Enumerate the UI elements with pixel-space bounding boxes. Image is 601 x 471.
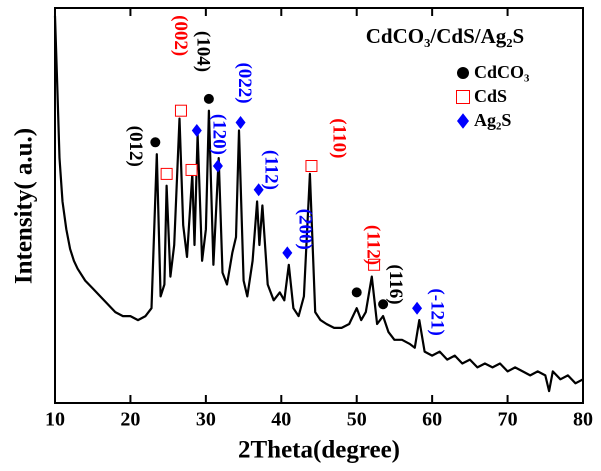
legend-symbol xyxy=(457,67,469,79)
plot-frame xyxy=(54,7,584,404)
x-tick-label: 10 xyxy=(45,409,65,431)
marker xyxy=(185,163,198,176)
marker xyxy=(235,116,246,130)
x-tick-label: 60 xyxy=(422,409,442,431)
marker xyxy=(160,167,173,180)
x-tick-label: 30 xyxy=(196,409,216,431)
legend-label: CdS xyxy=(474,86,507,106)
peak-label: (112) xyxy=(261,150,282,190)
peak-label: (002) xyxy=(170,15,191,56)
peak-label: (012) xyxy=(125,126,146,167)
legend-symbol xyxy=(456,90,470,104)
marker xyxy=(191,123,202,137)
peak-label: (120) xyxy=(209,114,230,155)
x-tick-label: 20 xyxy=(120,409,140,431)
data-line xyxy=(53,15,584,393)
x-tick-label: 70 xyxy=(498,409,518,431)
marker xyxy=(282,246,293,260)
peak-label: (-121) xyxy=(427,288,448,335)
marker xyxy=(305,160,318,172)
peak-label: (022) xyxy=(234,62,255,103)
marker xyxy=(378,299,389,310)
marker xyxy=(212,159,223,173)
marker xyxy=(174,104,187,117)
marker xyxy=(412,301,423,315)
marker xyxy=(351,287,362,298)
x-tick-label: 80 xyxy=(573,409,593,431)
peak-label: (110) xyxy=(328,118,349,158)
marker xyxy=(368,258,381,271)
peak-label: (116) xyxy=(385,264,406,304)
x-tick-label: 50 xyxy=(347,409,367,431)
peak-label: (104) xyxy=(193,31,214,72)
y-axis-label: Intensity( a.u.) xyxy=(11,128,38,284)
x-tick-label: 40 xyxy=(271,409,291,431)
marker xyxy=(150,137,161,148)
x-axis-label: 2Theta(degree) xyxy=(238,437,400,464)
peak-label: (200) xyxy=(295,209,316,250)
marker xyxy=(203,93,214,104)
legend-symbol xyxy=(457,113,469,129)
legend-label: CdCO₃ xyxy=(474,62,530,82)
peak-label: (112) xyxy=(362,225,383,265)
chart-title: CdCO₃/CdS/Ag₂S xyxy=(366,24,524,48)
marker xyxy=(253,183,264,197)
legend-label: Ag₂S xyxy=(474,110,511,130)
